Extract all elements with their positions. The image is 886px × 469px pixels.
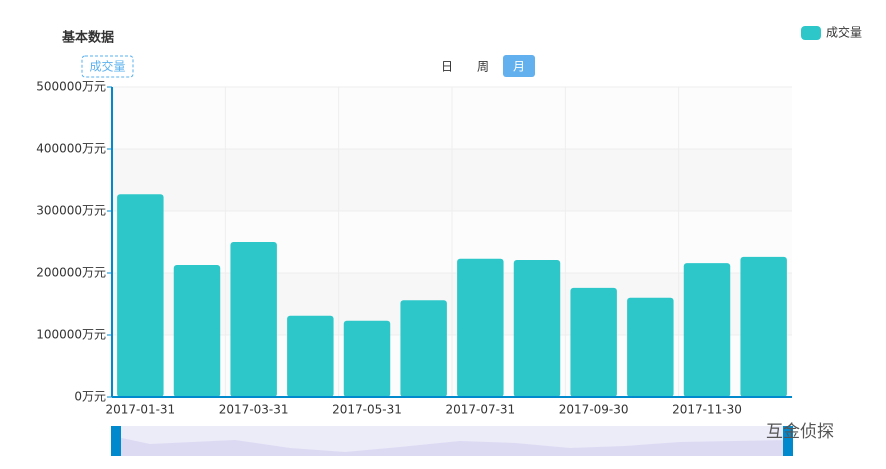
x-tick-label: 2017-01-31 xyxy=(105,403,175,417)
legend-swatch[interactable] xyxy=(801,26,821,40)
bar xyxy=(570,287,617,397)
x-tick-label: 2017-03-31 xyxy=(219,403,289,417)
zoom-preview xyxy=(112,436,792,456)
bar xyxy=(400,300,447,397)
x-tick-label: 2017-09-30 xyxy=(559,403,629,417)
bar xyxy=(287,315,334,397)
bar xyxy=(513,259,561,397)
zoom-handle[interactable] xyxy=(783,426,793,456)
y-tick-label: 500000万元 xyxy=(36,80,106,94)
watermark: 互金侦探 xyxy=(766,422,834,442)
plot-background xyxy=(112,86,792,398)
y-tick-label: 400000万元 xyxy=(36,142,106,156)
bar xyxy=(740,256,787,397)
y-tick-label: 200000万元 xyxy=(36,266,106,280)
plot: 0万元 100000万元 200000万元 300000万元 400000万元 50000… xyxy=(36,80,792,417)
zoom-handle[interactable] xyxy=(111,426,121,456)
x-tick-label: 2017-11-30 xyxy=(672,403,742,417)
metric-button[interactable] xyxy=(81,55,134,78)
bar xyxy=(457,258,504,397)
y-tick-label: 0万元 xyxy=(74,390,106,404)
tab[interactable]: 月 xyxy=(513,60,525,74)
tab-active[interactable] xyxy=(503,55,535,77)
bar xyxy=(230,242,277,397)
legend-label[interactable]: 成交量 xyxy=(826,25,862,40)
bar xyxy=(627,297,674,397)
bar xyxy=(173,264,221,397)
period-tabs: 日周月 xyxy=(441,55,535,77)
page-title: 基本数据 xyxy=(61,30,114,46)
metric-button-label[interactable]: 成交量 xyxy=(89,59,125,74)
tab[interactable]: 周 xyxy=(477,60,489,74)
x-tick-label: 2017-07-31 xyxy=(445,403,515,417)
bar xyxy=(683,263,731,397)
x-tick-label: 2017-05-31 xyxy=(332,403,402,417)
y-tick-label: 100000万元 xyxy=(36,328,106,342)
tab[interactable]: 日 xyxy=(441,60,453,74)
y-tick-label: 300000万元 xyxy=(36,204,106,218)
bar xyxy=(117,194,164,397)
bar xyxy=(343,320,391,397)
